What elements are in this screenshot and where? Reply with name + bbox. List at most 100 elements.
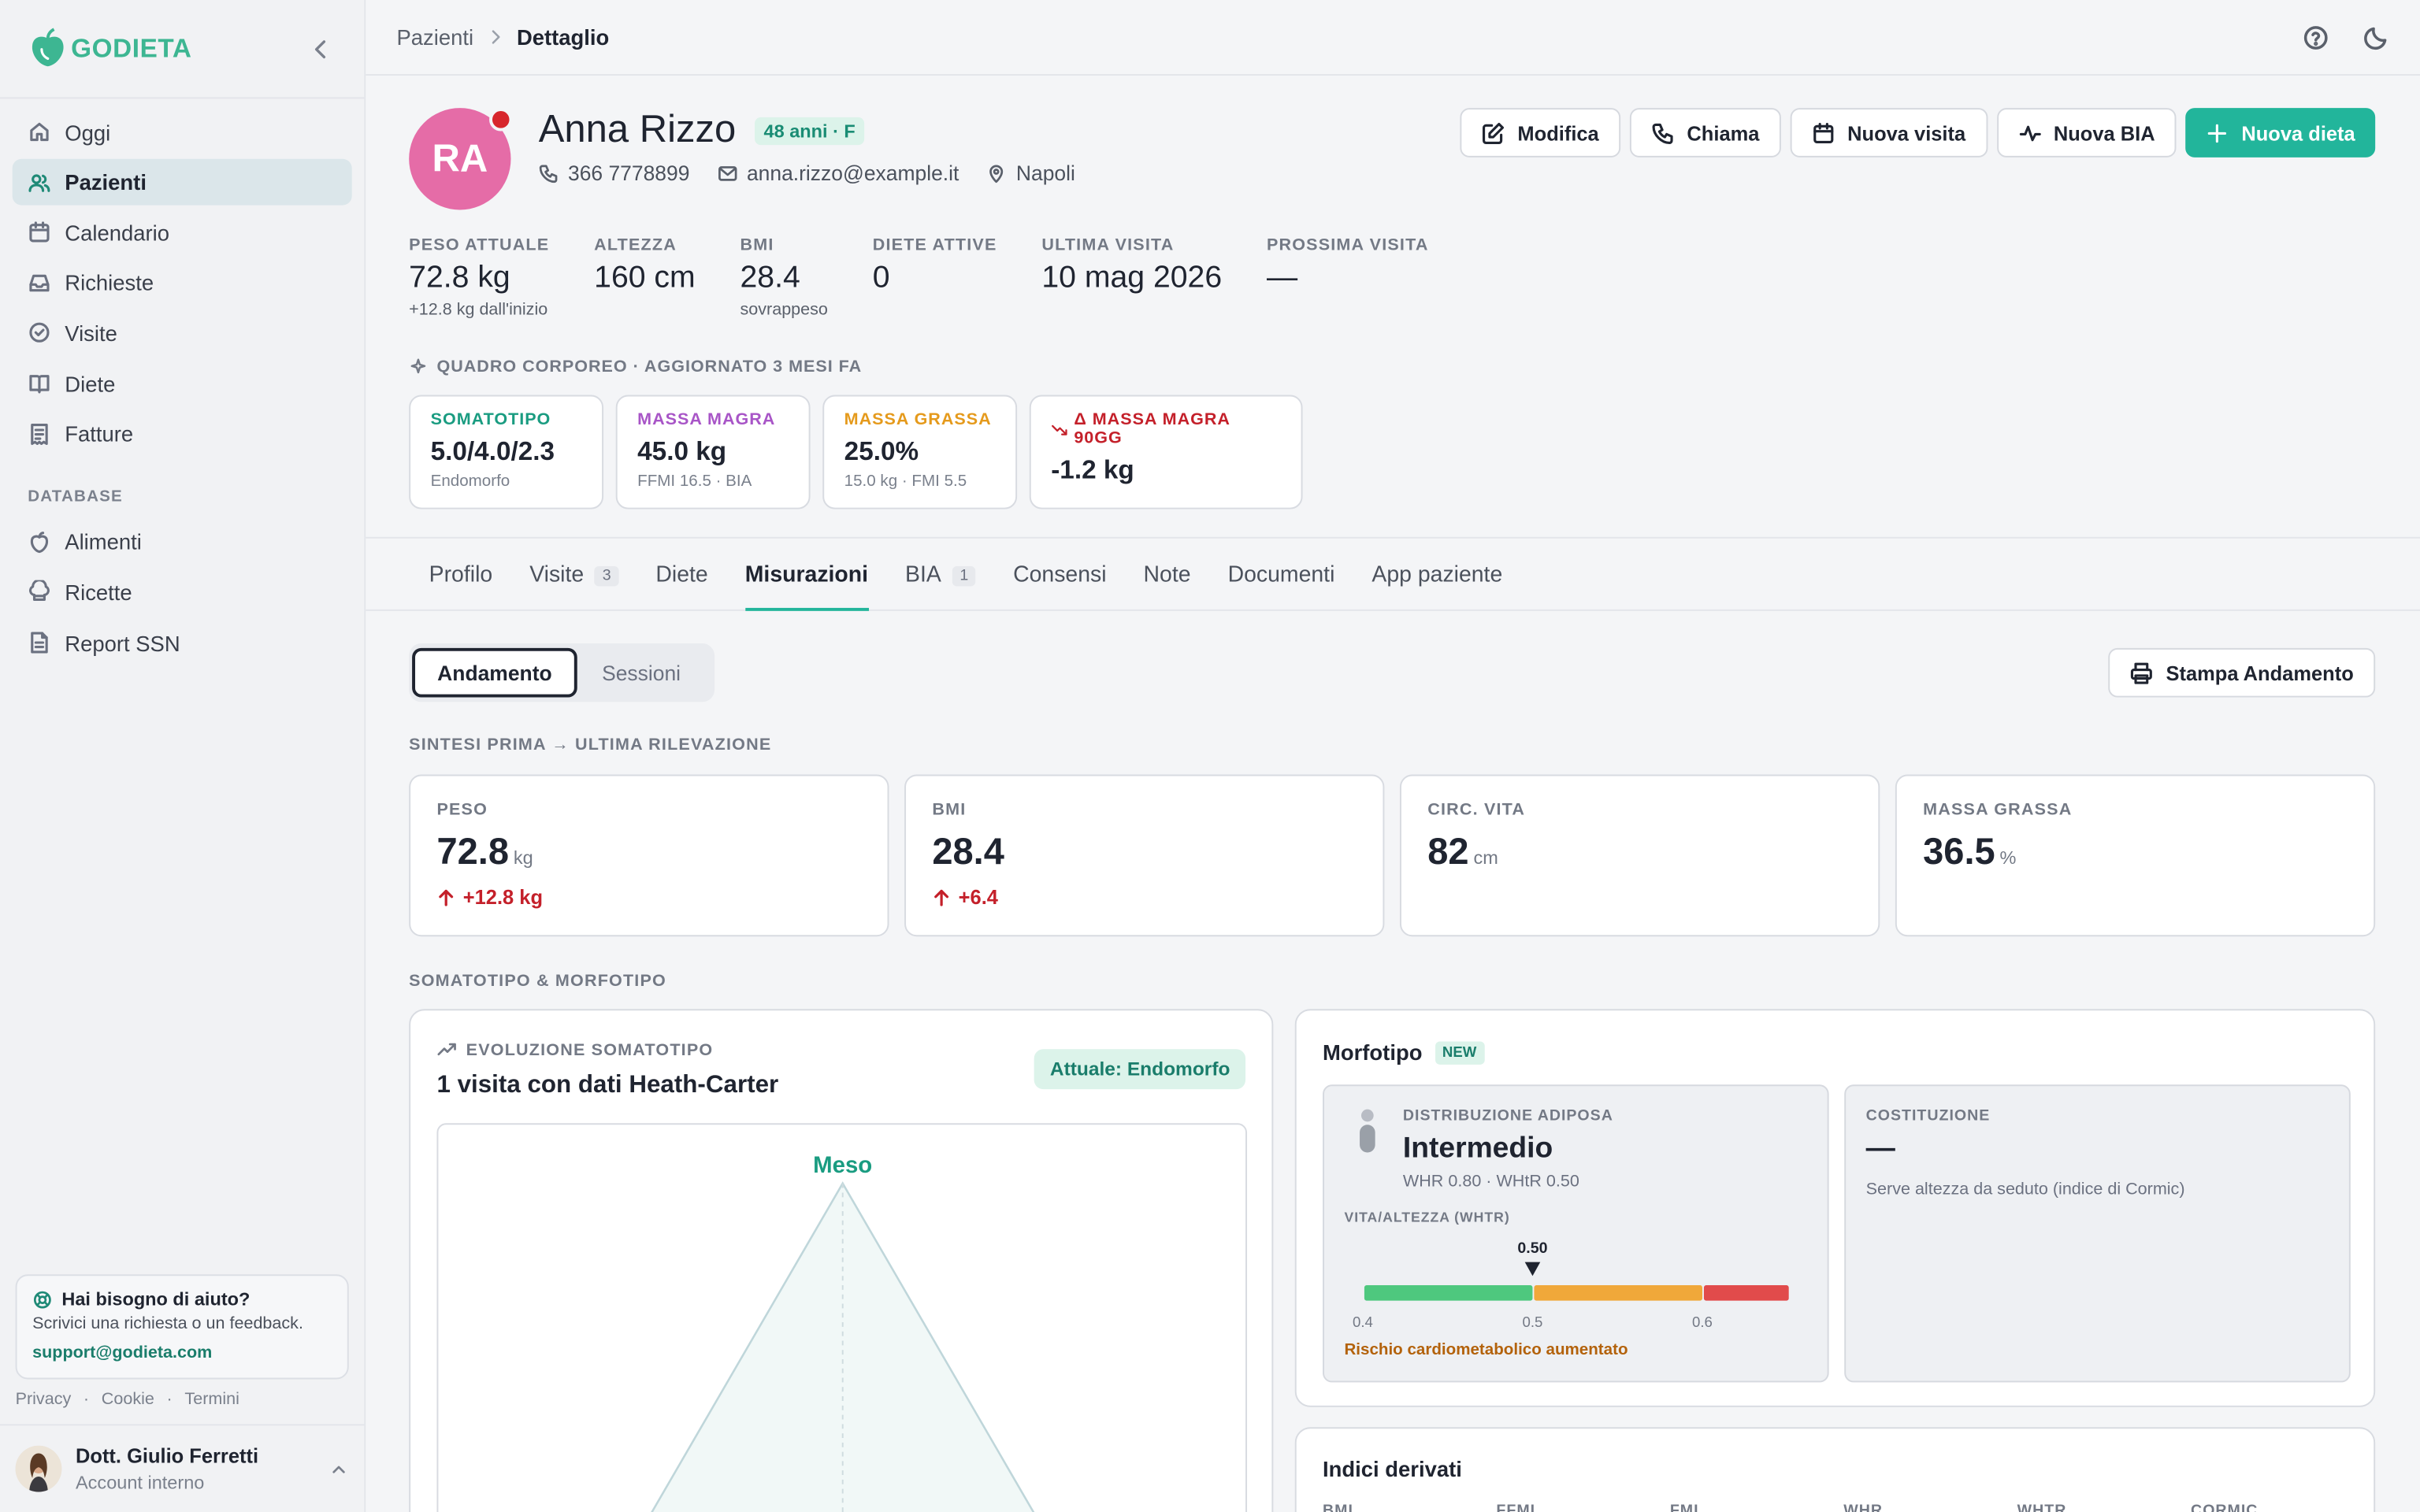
costituzione-value: — [1865, 1132, 1895, 1166]
costituzione-note: Serve altezza da seduto (indice di Cormi… [1865, 1180, 2185, 1199]
nav-item-fatture[interactable]: Fatture [13, 410, 352, 457]
nav-item-report-ssn[interactable]: Report SSN [13, 620, 352, 666]
andamento-toggle[interactable]: Andamento [412, 647, 577, 698]
nav-item-pazienti[interactable]: Pazienti [12, 159, 352, 206]
costituzione-panel: COSTITUZIONE — Serve altezza da seduto (… [1844, 1084, 2351, 1383]
contact-row: 366 7778899 anna.rizzo@example.it Napoli [539, 162, 1103, 185]
somatochart: Meso [436, 1123, 1248, 1512]
main-nav: Oggi Pazienti Calendario Richieste Visit… [0, 98, 364, 676]
call-button[interactable]: Chiama [1629, 108, 1781, 158]
nav-label: Alimenti [65, 529, 142, 555]
indici-col: CORMIC [2191, 1503, 2259, 1512]
apple-logo-icon [28, 27, 68, 70]
risk-text: Rischio cardiometabolico aumentato [1344, 1340, 1628, 1360]
calendar-icon [1813, 121, 1834, 143]
patient-avatar: RA [409, 108, 513, 210]
tab-misurazioni[interactable]: Misurazioni [744, 563, 868, 611]
stat-altezza: ALTEZZA 160 cm [594, 235, 696, 295]
status-dot [489, 108, 513, 132]
qc-card-massa-magra[interactable]: MASSA MAGRA 45.0 kg FFMI 16.5 · BIA [615, 395, 811, 510]
tab-documenti[interactable]: Documenti [1227, 563, 1335, 588]
morfotipo-card: Morfotipo NEW DISTRIBUZIONE ADIPOSA Inte… [1294, 1009, 2376, 1407]
avatar [15, 1445, 62, 1492]
trending-down-icon [1052, 424, 1067, 435]
summary-title: SINTESI PRIMA → ULTIMA RILEVAZIONE [409, 736, 772, 755]
tab-consensi[interactable]: Consensi [1013, 563, 1107, 588]
patient-email[interactable]: anna.rizzo@example.it [718, 162, 959, 185]
new-bia-button[interactable]: Nuova BIA [1996, 108, 2177, 158]
privacy-link[interactable]: Privacy [15, 1390, 72, 1409]
delta-up: +12.8 kg [436, 886, 861, 909]
tab-note[interactable]: Note [1143, 563, 1191, 588]
gauge-band-red [1703, 1285, 1789, 1301]
lifebuoy-icon [33, 1290, 51, 1308]
apple-icon [30, 531, 49, 553]
breadcrumb-pazienti[interactable]: Pazienti [396, 24, 474, 50]
nav-item-calendario[interactable]: Calendario [13, 209, 352, 256]
printer-icon [2131, 662, 2153, 684]
user-role: Account interno [76, 1472, 205, 1494]
gauge-tick: 0.4 [1353, 1314, 1373, 1330]
calendar-icon [29, 221, 50, 243]
support-email-link[interactable]: support@godieta.com [32, 1343, 213, 1362]
collapse-sidebar-button[interactable] [306, 33, 336, 64]
qc-card-somatotipo[interactable]: SOMATOTIPO 5.0/4.0/2.3 Endomorfo [409, 395, 604, 510]
patient-stats: PESO ATTUALE 72.8 kg +12.8 kg dall'inizi… [409, 236, 1473, 320]
stat-diete-attive: DIETE ATTIVE 0 [872, 235, 997, 295]
nav-item-diete[interactable]: Diete [13, 361, 352, 407]
nav-item-ricette[interactable]: Ricette [13, 569, 352, 616]
nav-label: Richieste [65, 270, 154, 295]
qc-card-delta-massa-magra[interactable]: Δ MASSA MAGRA 90GG -1.2 kg [1029, 395, 1303, 510]
sessioni-toggle[interactable]: Sessioni [602, 661, 681, 684]
tab-visite[interactable]: Visite 3 [529, 563, 619, 610]
tab-bia[interactable]: BIA 1 [905, 563, 977, 610]
tab-app-paziente[interactable]: App paziente [1371, 563, 1503, 588]
tab-profilo[interactable]: Profilo [429, 563, 493, 588]
tab-diete[interactable]: Diete [655, 563, 708, 588]
nav-item-oggi[interactable]: Oggi [13, 109, 352, 155]
gauge-tick: 0.6 [1692, 1314, 1713, 1330]
indici-columns: BMI FFMI FMI WHR WHTR CORMIC [1323, 1503, 2364, 1512]
patient-name: Anna Rizzo [538, 108, 737, 152]
gauge-band-orange [1534, 1285, 1702, 1301]
somato-section-title: SOMATOTIPO & MORFOTIPO [409, 972, 666, 991]
nav-label: Ricette [65, 580, 132, 605]
chevron-right-icon [492, 30, 500, 44]
somatochart-svg: Meso [651, 1152, 1035, 1512]
new-diet-button[interactable]: Nuova dieta [2185, 108, 2376, 158]
help-card: Hai bisogno di aiuto? Scrivici una richi… [15, 1274, 349, 1380]
nav-section-database: DATABASE [28, 487, 123, 506]
nav-item-visite[interactable]: Visite [13, 310, 352, 357]
summary-card-massa-grassa: MASSA GRASSA 36.5% [1895, 774, 2376, 937]
help-circle-icon[interactable] [2303, 24, 2329, 50]
chevron-left-icon [314, 39, 326, 58]
user-name: Dott. Giulio Ferretti [76, 1443, 259, 1468]
edit-button[interactable]: Modifica [1460, 108, 1621, 158]
stat-bmi: BMI 28.4 sovrappeso [740, 235, 828, 320]
footer-links: Privacy · Cookie · Termini [16, 1390, 239, 1409]
moon-icon[interactable] [2363, 24, 2389, 50]
nav-label: Fatture [65, 421, 134, 447]
cookie-link[interactable]: Cookie [101, 1390, 154, 1409]
arrow-up-icon [934, 888, 949, 906]
somato-current-badge: Attuale: Endomorfo [1034, 1049, 1246, 1090]
indici-title: Indici derivati [1323, 1456, 1462, 1481]
nav-item-alimenti[interactable]: Alimenti [13, 519, 352, 565]
user-menu[interactable]: Dott. Giulio Ferretti Account interno [0, 1424, 365, 1512]
chef-hat-icon [29, 580, 50, 602]
indici-col: BMI [1323, 1503, 1353, 1512]
home-icon [30, 123, 49, 142]
nav-label: Pazienti [65, 169, 147, 195]
nav-item-richieste[interactable]: Richieste [13, 260, 352, 306]
app-name: GODIETA [71, 33, 192, 63]
help-title: Hai bisogno di aiuto? [32, 1288, 332, 1310]
view-toggle: Andamento Sessioni [409, 643, 715, 702]
chevron-up-icon [328, 1458, 348, 1478]
terms-link[interactable]: Termini [184, 1390, 239, 1409]
print-andamento-button[interactable]: Stampa Andamento [2109, 647, 2376, 698]
body-silhouette-icon [1360, 1109, 1375, 1153]
topbar: Pazienti Dettaglio [366, 0, 2420, 76]
qc-card-massa-grassa[interactable]: MASSA GRASSA 25.0% 15.0 kg · FMI 5.5 [822, 395, 1018, 510]
distribuzione-value: Intermedio [1402, 1132, 1553, 1166]
new-visit-button[interactable]: Nuova visita [1790, 108, 1988, 158]
